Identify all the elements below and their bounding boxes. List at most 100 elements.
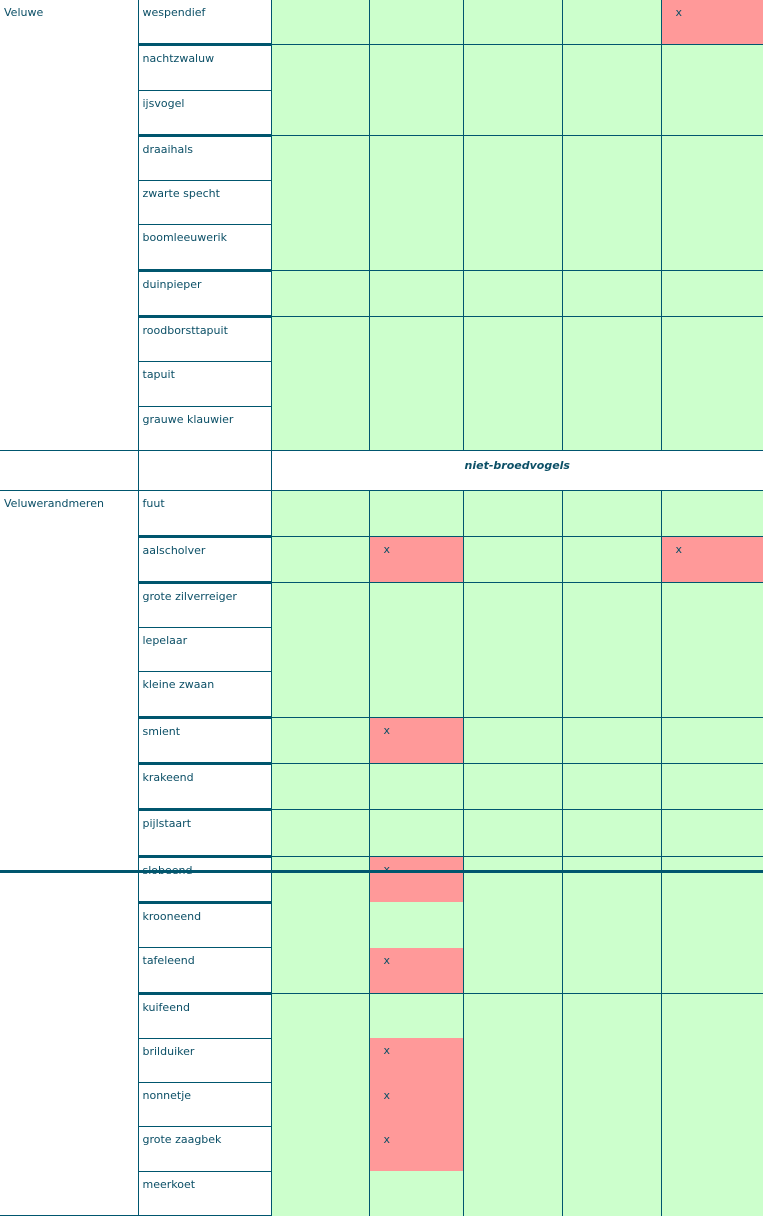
empty-cell	[0, 449, 138, 492]
table-row: tapuit	[0, 361, 763, 407]
mark-cell	[462, 135, 562, 181]
mark-cell	[462, 1038, 562, 1083]
species-name: duinpieper	[137, 270, 272, 319]
mark-cell	[660, 1171, 763, 1216]
mark-cell	[561, 1038, 661, 1083]
mark-cell	[660, 763, 763, 811]
mark-cell	[270, 582, 369, 628]
mark-cell	[270, 856, 369, 903]
mark-cell	[561, 270, 661, 318]
table-row: draaihals	[0, 135, 763, 182]
mark-cell	[462, 582, 562, 628]
mark-cell	[660, 947, 763, 994]
mark-cell	[561, 717, 661, 765]
mark-cell	[660, 902, 763, 948]
mark-cell	[270, 0, 369, 46]
table-row: grote zilverreiger	[0, 582, 763, 629]
mark-cell: x	[368, 947, 463, 994]
mark-cell	[561, 180, 661, 225]
mark-cell	[462, 1082, 562, 1127]
table-row: Veluwerandmeren fuut	[0, 490, 763, 1216]
mark-cell	[660, 44, 763, 91]
mark-cell	[270, 671, 369, 718]
mark-cell	[270, 1082, 369, 1127]
mark-cell	[270, 90, 369, 136]
table-row: roodborsttapuit	[0, 316, 763, 363]
mark-cell	[270, 1038, 369, 1083]
mark-cell	[660, 582, 763, 628]
mark-cell	[462, 180, 562, 225]
mark-cell	[462, 809, 562, 857]
mark-cell	[660, 490, 763, 537]
region-name: Veluwe	[0, 0, 138, 451]
mark-cell	[270, 763, 369, 811]
mark-cell	[561, 582, 661, 628]
mark-cell	[462, 316, 562, 362]
species-name: roodborsttapuit	[137, 316, 272, 363]
species-name: zwarte specht	[137, 180, 272, 226]
mark-cell	[660, 1038, 763, 1083]
species-name: krakeend	[137, 763, 272, 812]
mark-cell	[462, 490, 562, 537]
species-name: draaihals	[137, 135, 272, 182]
mark-cell	[368, 993, 463, 1039]
mark-cell	[561, 627, 661, 672]
mark-cell	[660, 717, 763, 765]
mark-cell	[270, 490, 369, 537]
mark-cell	[368, 270, 463, 318]
mark-cell	[462, 44, 562, 91]
mark-cell	[462, 627, 562, 672]
section-label: niet-broedvogels	[271, 449, 763, 492]
mark-cell	[561, 671, 661, 718]
mark-cell	[561, 993, 661, 1039]
species-name: fuut	[137, 490, 272, 538]
mark-cell	[270, 717, 369, 765]
mark-cell	[368, 180, 463, 225]
mark-cell	[368, 44, 463, 91]
mark-cell	[270, 947, 369, 994]
region-name: Veluwerandmeren	[0, 490, 138, 1216]
mark-cell	[660, 90, 763, 136]
species-name: lepelaar	[137, 627, 272, 673]
mark-cell	[462, 947, 562, 994]
mark-cell	[368, 406, 463, 451]
table-row: smient x	[0, 717, 763, 766]
mark-cell	[462, 993, 562, 1039]
empty-cell	[137, 449, 272, 492]
species-name: grote zaagbek	[137, 1126, 272, 1172]
species-name: grauwe klauwier	[137, 406, 272, 451]
mark-cell	[462, 902, 562, 948]
mark-cell	[561, 536, 661, 583]
table-row: kleine zwaan	[0, 671, 763, 719]
mark-cell	[462, 536, 562, 583]
mark-cell	[270, 993, 369, 1039]
mark-cell	[270, 902, 369, 948]
mark-cell	[270, 224, 369, 271]
mark-cell	[660, 1126, 763, 1172]
species-name: tafeleend	[137, 947, 272, 995]
mark-cell	[660, 627, 763, 672]
mark-cell	[660, 316, 763, 362]
mark-cell	[368, 809, 463, 857]
mark-cell	[660, 671, 763, 718]
mark-cell	[368, 902, 463, 948]
mark-cell	[368, 0, 463, 46]
mark-cell	[368, 316, 463, 362]
table-row: zwarte specht	[0, 180, 763, 226]
species-name: meerkoet	[137, 1171, 272, 1216]
mark-cell	[270, 406, 369, 451]
mark-cell	[270, 361, 369, 407]
species-name: nachtzwaluw	[137, 44, 272, 91]
mark-cell	[561, 947, 661, 994]
mark-cell: x	[368, 1126, 463, 1172]
species-name: smient	[137, 717, 272, 766]
mark-cell	[561, 809, 661, 857]
species-name: kuifeend	[137, 993, 272, 1039]
species-name: tapuit	[137, 361, 272, 407]
mark-cell	[462, 856, 562, 903]
mark-cell	[462, 270, 562, 318]
mark-cell	[368, 582, 463, 628]
mark-cell: x	[368, 536, 463, 583]
mark-cell	[561, 1171, 661, 1216]
